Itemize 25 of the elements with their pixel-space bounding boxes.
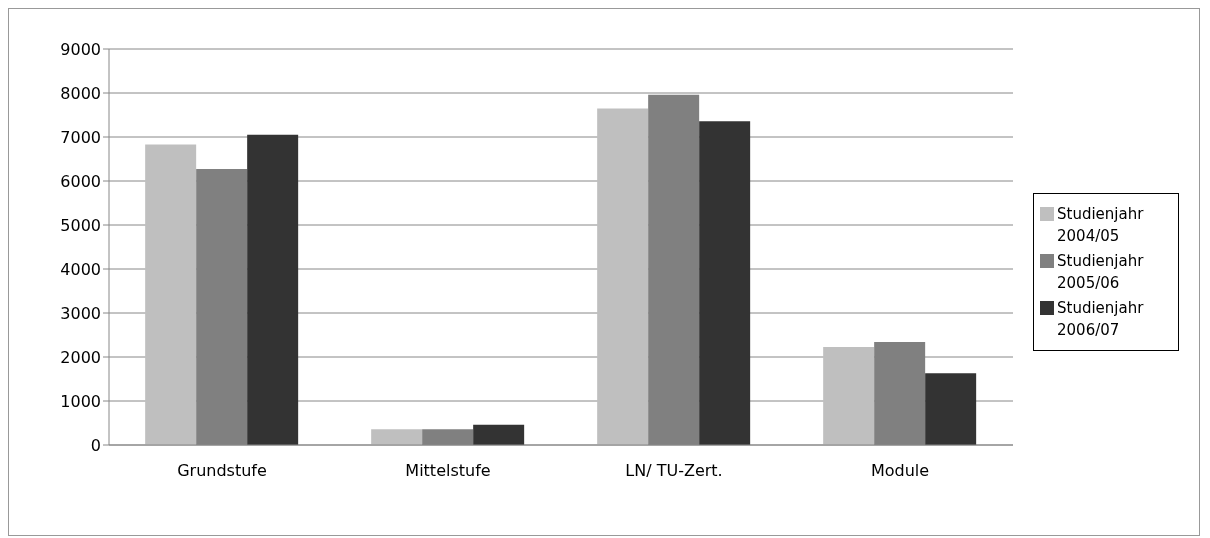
y-tick-label: 5000 bbox=[60, 215, 101, 235]
x-tick-label: Module bbox=[870, 461, 930, 481]
y-tick-label: 3000 bbox=[60, 303, 101, 323]
bar bbox=[925, 373, 977, 445]
bar bbox=[699, 121, 751, 445]
legend-label: Studienjahr 2005/06 bbox=[1057, 251, 1145, 294]
bar bbox=[247, 134, 299, 445]
legend-label: Studienjahr 2004/05 bbox=[1057, 204, 1145, 247]
y-tick-label: 0 bbox=[90, 435, 101, 455]
bar bbox=[371, 429, 423, 445]
legend-label: Studienjahr 2006/07 bbox=[1057, 298, 1145, 341]
bar bbox=[823, 346, 875, 445]
y-tick-label: 6000 bbox=[60, 171, 101, 191]
y-tick-label: 1000 bbox=[60, 391, 101, 411]
bar bbox=[473, 424, 525, 445]
x-tick-label: Mittelstufe bbox=[405, 461, 491, 481]
y-tick-label: 4000 bbox=[60, 259, 101, 279]
bar bbox=[597, 108, 649, 445]
x-tick-label: LN/ TU-Zert. bbox=[625, 461, 723, 481]
y-tick-label: 2000 bbox=[60, 347, 101, 367]
bar bbox=[145, 144, 197, 445]
y-tick-label: 7000 bbox=[60, 127, 101, 147]
x-tick-label: Grundstufe bbox=[177, 461, 267, 481]
y-tick-label: 8000 bbox=[60, 83, 101, 103]
y-tick-label: 9000 bbox=[60, 39, 101, 59]
